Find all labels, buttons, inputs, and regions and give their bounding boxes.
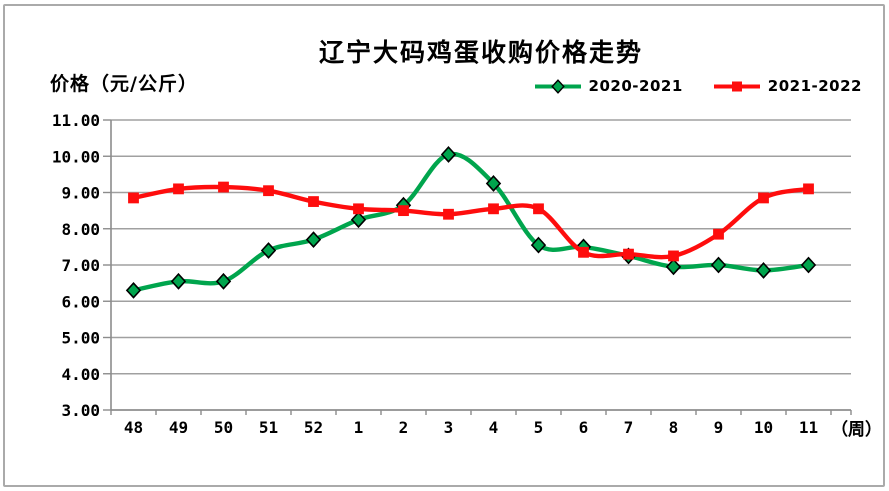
- y-axis-title: 价格（元/公斤）: [50, 73, 198, 95]
- y-tick-label: 3.00: [61, 401, 100, 420]
- data-point-diamond: [215, 272, 232, 290]
- legend-label-2020-2021: 2020-2021: [588, 77, 683, 95]
- y-tick-label: 8.00: [61, 220, 100, 239]
- x-tick-label: 5: [534, 418, 544, 437]
- x-tick-label: 51: [259, 418, 278, 437]
- x-tick-label: 4: [489, 418, 499, 437]
- data-point-square: [488, 203, 499, 215]
- data-point-square: [308, 196, 319, 207]
- data-point-diamond: [755, 262, 772, 279]
- x-axis-unit-label: （周）: [831, 420, 882, 440]
- x-tick-label: 7: [624, 418, 634, 437]
- legend-swatch-shape: [731, 81, 742, 91]
- x-tick-label: 48: [124, 418, 143, 437]
- data-point-square: [713, 228, 724, 240]
- x-tick-label: 3: [444, 418, 454, 437]
- data-point-diamond: [485, 175, 502, 192]
- square-marker-icon: [713, 81, 760, 91]
- data-point-diamond: [800, 256, 817, 274]
- x-tick-label: 9: [714, 418, 724, 437]
- x-tick-label: 1: [354, 418, 364, 437]
- y-tick-label: 6.00: [61, 292, 100, 311]
- x-tick-label: 52: [304, 418, 323, 437]
- x-tick-label: 49: [169, 418, 188, 437]
- data-point-square: [218, 181, 229, 193]
- data-point-square: [398, 205, 409, 217]
- data-point-square: [443, 208, 454, 220]
- series-line-2020-2021: [131, 151, 811, 293]
- x-tick-label: 2: [399, 418, 409, 437]
- series-line-2021-2022: [131, 184, 811, 260]
- x-tick-label: 50: [214, 418, 233, 437]
- x-tick-label: 8: [669, 418, 679, 437]
- data-point-square: [533, 203, 544, 215]
- diamond-marker-icon: [534, 78, 581, 94]
- legend: 2020-2021 2021-2022: [534, 77, 862, 95]
- chart-title: 辽宁大码鸡蛋收购价格走势: [318, 38, 643, 67]
- data-point-diamond: [125, 281, 142, 299]
- data-point-diamond: [350, 211, 367, 229]
- x-tick-label: 10: [754, 418, 773, 437]
- data-point-square: [128, 192, 139, 204]
- data-point-square: [353, 203, 364, 215]
- data-point-diamond: [170, 272, 187, 290]
- data-point-diamond: [260, 242, 277, 259]
- legend-swatch-shape: [550, 78, 565, 94]
- y-tick-label: 7.00: [61, 256, 100, 275]
- y-tick-label: 5.00: [61, 329, 100, 348]
- x-tick-label: 6: [579, 418, 589, 437]
- y-tick-label: 10.00: [52, 147, 100, 166]
- data-point-square: [623, 248, 634, 260]
- legend-item-2020-2021: 2020-2021: [534, 77, 683, 95]
- legend-item-2021-2022: 2021-2022: [713, 77, 862, 95]
- data-point-square: [578, 246, 589, 258]
- data-point-square: [668, 250, 679, 262]
- data-point-diamond: [530, 236, 547, 254]
- data-point-square: [758, 192, 769, 204]
- x-tick-label: 11: [799, 418, 818, 437]
- data-point-diamond: [710, 256, 727, 274]
- data-point-square: [803, 183, 814, 195]
- data-point-square: [173, 183, 184, 195]
- y-tick-label: 11.00: [52, 111, 100, 130]
- data-point-diamond: [440, 146, 457, 163]
- data-point-diamond: [305, 231, 322, 249]
- y-tick-label: 9.00: [61, 184, 100, 203]
- y-tick-label: 4.00: [61, 365, 100, 384]
- data-point-square: [263, 185, 274, 197]
- data-point-diamond: [665, 258, 682, 276]
- legend-label-2021-2022: 2021-2022: [767, 77, 862, 95]
